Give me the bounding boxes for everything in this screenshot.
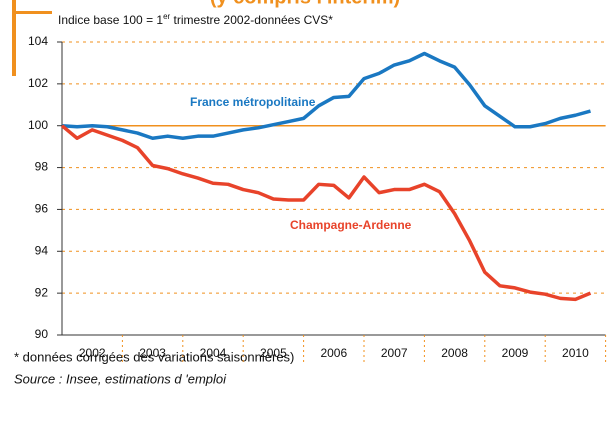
y-tick-label: 100 xyxy=(28,118,48,132)
y-tick-label: 98 xyxy=(35,160,49,174)
x-tick-label: 2007 xyxy=(381,346,408,360)
footnote: * données corrigées des variations saiso… xyxy=(14,349,294,364)
x-tick-label: 2008 xyxy=(441,346,468,360)
y-tick-label: 92 xyxy=(35,285,49,299)
decor-bar xyxy=(12,0,16,76)
y-tick-label: 96 xyxy=(35,202,49,216)
chart-title: (y compris l'intérim) xyxy=(210,0,400,8)
x-tick-label: 2005 xyxy=(260,346,287,360)
subtitle-part: Indice base 100 = 1 xyxy=(58,13,163,27)
series-label: France métropolitaine xyxy=(190,95,316,109)
series-line xyxy=(60,124,592,302)
x-tick-label: 2004 xyxy=(200,346,227,360)
decor-bar xyxy=(12,11,52,14)
subtitle-sup: er xyxy=(163,12,170,21)
y-tick-label: 102 xyxy=(28,76,48,90)
chart-subtitle: Indice base 100 = 1er trimestre 2002-don… xyxy=(58,12,333,27)
series-line xyxy=(61,51,591,141)
x-tick-label: 2003 xyxy=(139,346,166,360)
x-tick-label: 2009 xyxy=(502,346,529,360)
y-tick-label: 104 xyxy=(28,34,48,48)
source: Source : Insee, estimations d 'emploi xyxy=(14,371,227,386)
y-tick-label: 94 xyxy=(35,243,49,257)
x-tick-label: 2002 xyxy=(79,346,106,360)
x-tick-label: 2010 xyxy=(562,346,589,360)
x-tick-label: 2006 xyxy=(320,346,347,360)
series-label: Champagne-Ardenne xyxy=(290,218,412,232)
y-tick-label: 90 xyxy=(35,327,49,341)
subtitle-part: trimestre 2002-données CVS* xyxy=(170,13,333,27)
